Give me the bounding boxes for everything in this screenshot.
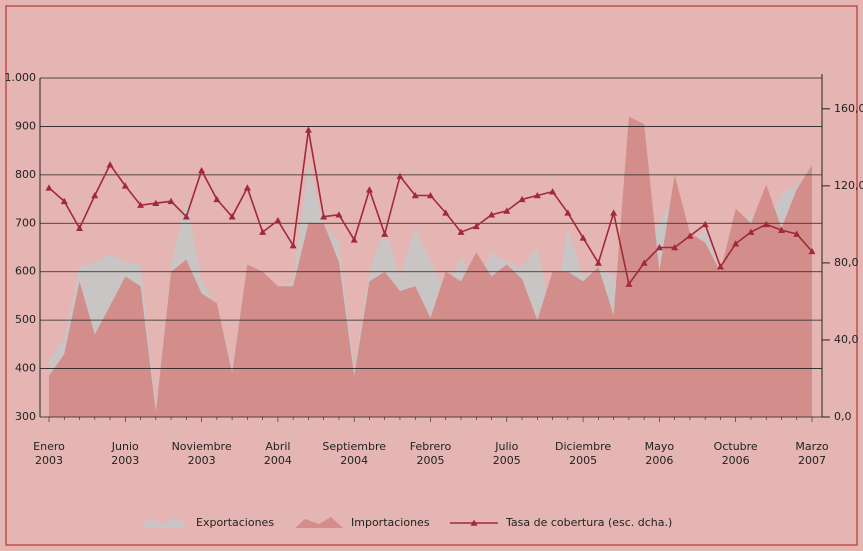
marker [793,230,801,237]
x-tick-label: Marzo 2007 [795,440,829,467]
marker [503,207,511,214]
y2-tick-label: 160,0 [834,102,863,115]
marker [228,213,236,220]
marker [564,209,572,216]
marker [152,199,160,206]
marker [335,211,343,218]
marker [549,188,557,195]
legend-label: Importaciones [351,516,430,529]
legend-swatch [295,517,343,528]
marker [716,263,724,270]
marker [533,191,541,199]
marker [625,280,633,287]
marker [777,226,785,233]
legend-label: Exportaciones [196,516,274,529]
y-tick-label: 900 [15,119,36,132]
legend-marker [470,519,478,526]
x-tick-label: Mayo 2006 [644,440,675,467]
marker [91,191,99,199]
marker [167,197,175,205]
y2-tick-label: 0,0 [834,410,852,423]
marker [60,197,68,205]
marker [427,191,434,199]
area [49,116,812,417]
marker [45,184,53,191]
marker [76,224,84,232]
y-tick-label: 500 [15,313,36,326]
y-tick-label: 800 [15,168,36,181]
marker [106,161,114,168]
x-tick-label: Abril 2004 [263,440,292,467]
legend-label: Tasa de cobertura (esc. dcha.) [505,516,672,529]
y-tick-label: 400 [15,362,36,375]
marker [747,228,755,235]
x-tick-label: Junio 2003 [111,440,140,467]
marker [640,259,648,266]
marker [365,186,373,193]
marker [686,232,694,239]
marker [213,195,221,203]
marker [457,228,465,235]
marker [808,247,816,255]
marker [472,222,480,230]
marker [121,182,129,189]
y-tick-label: 600 [15,265,36,278]
marker [289,242,297,249]
x-tick-label: Noviembre 2003 [171,440,232,467]
frame [5,5,858,546]
marker [350,236,358,243]
marker [610,209,618,216]
marker [243,184,251,191]
marker [671,244,679,251]
marker [488,211,496,218]
marker [579,234,587,241]
marker [732,240,740,247]
x-tick-label: Julio 2005 [492,440,521,467]
marker [762,220,770,228]
y2-tick-label: 40,0 [834,333,859,346]
marker [655,244,663,251]
marker [137,201,145,208]
marker [274,217,282,224]
marker [381,230,389,237]
x-tick-label: Octubre 2006 [713,440,758,467]
marker [442,209,450,216]
marker [304,126,312,133]
x-tick-label: Enero 2003 [33,440,65,467]
x-tick-label: Febrero 2005 [409,440,452,467]
y-tick-label: 700 [15,216,36,229]
y-tick-label: 1.000 [5,71,37,84]
marker [594,259,602,266]
marker [396,172,404,180]
x-tick-label: Diciembre 2005 [555,440,612,467]
marker [411,191,419,199]
marker [518,195,526,203]
marker [182,213,190,220]
marker [198,166,206,174]
legend-swatch [140,517,188,528]
marker [701,220,709,228]
marker [259,228,267,235]
y-tick-label: 300 [15,410,36,423]
y2-tick-label: 120,0 [834,179,863,192]
y2-tick-label: 80,0 [834,256,859,269]
x-tick-label: Septiembre 2004 [322,440,386,467]
marker [320,213,328,220]
